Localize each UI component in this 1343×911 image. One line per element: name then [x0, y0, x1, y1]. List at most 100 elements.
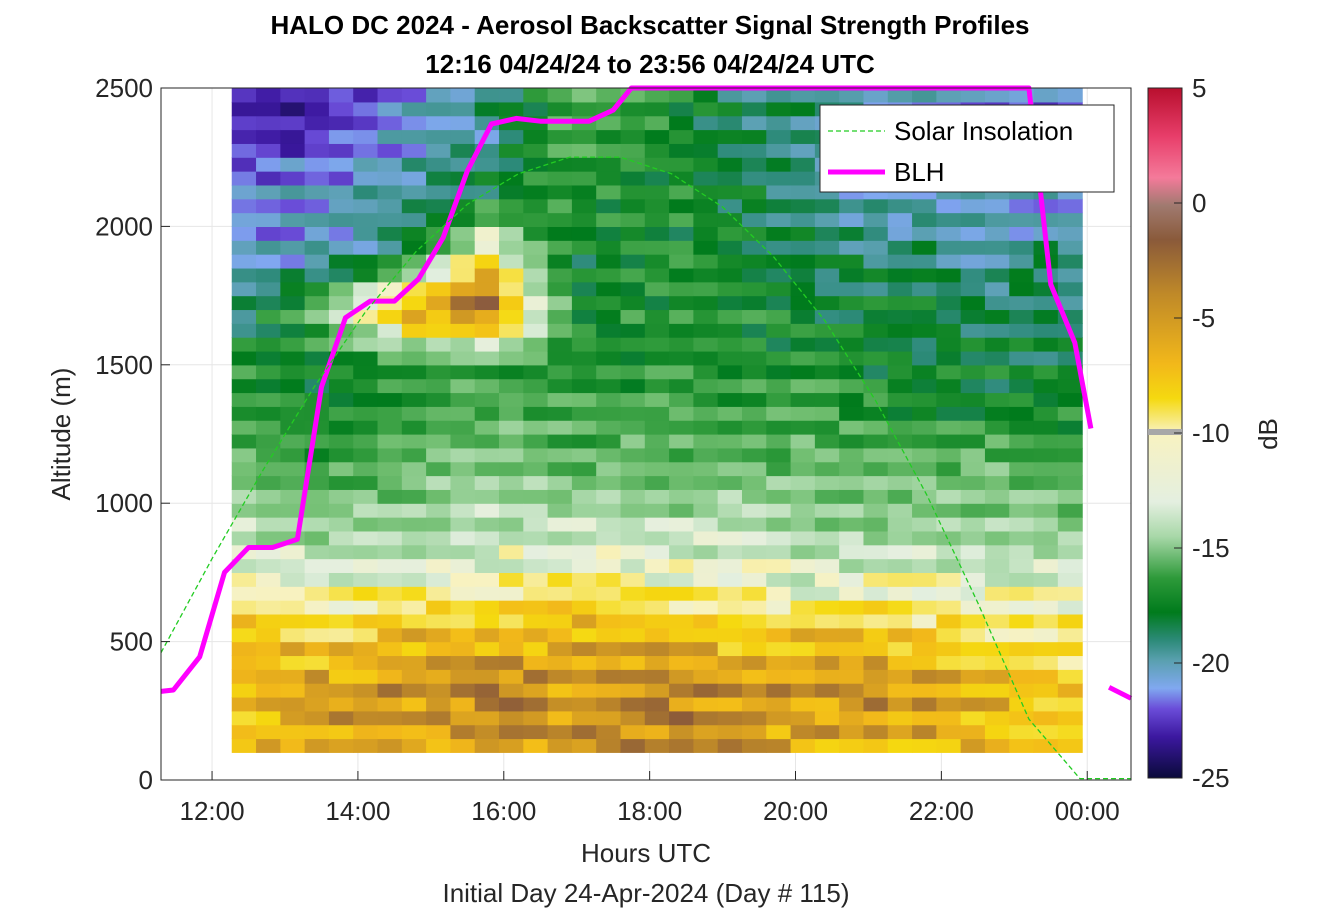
heatmap-cell [523, 171, 549, 186]
heatmap-cell [571, 323, 597, 338]
heatmap-cell [912, 544, 937, 560]
heatmap-cell [936, 669, 962, 684]
heatmap-cell [984, 434, 1010, 449]
heatmap-cell [474, 337, 500, 352]
heatmap-cell [474, 710, 500, 726]
heatmap-cell [766, 240, 792, 255]
heatmap-cell [717, 226, 743, 241]
heatmap-cell [1057, 212, 1083, 227]
heatmap-cell [596, 171, 622, 186]
heatmap-cell [984, 586, 1010, 601]
heatmap-cell [839, 669, 865, 684]
heatmap-cell [571, 641, 597, 657]
heatmap-cell [984, 544, 1010, 560]
heatmap-cell [596, 558, 622, 573]
heatmap-cell [280, 267, 306, 283]
heatmap-cell [814, 198, 840, 214]
heatmap-cell [984, 295, 1010, 311]
heatmap-cell [499, 738, 524, 753]
heatmap-cell [256, 281, 281, 297]
heatmap-cell [717, 613, 743, 629]
heatmap-cell [377, 198, 403, 214]
heatmap-cell [377, 710, 403, 726]
heatmap-cell [280, 613, 306, 629]
heatmap-cell [741, 337, 767, 352]
heatmap-cell [304, 669, 330, 684]
heatmap-cell [450, 364, 476, 380]
heatmap-cell [912, 350, 937, 366]
heatmap-cell [1009, 738, 1035, 753]
heatmap-cell [499, 434, 524, 449]
heatmap-cell [256, 267, 281, 283]
heatmap-cell [912, 240, 937, 255]
heatmap-cell [571, 337, 597, 352]
heatmap-cell [669, 350, 694, 366]
heatmap-cell [426, 503, 452, 518]
heatmap-cell [1057, 364, 1083, 380]
heatmap-cell [596, 226, 622, 241]
heatmap-cell [474, 309, 500, 324]
heatmap-cell [766, 309, 792, 324]
heatmap-cell [401, 157, 427, 172]
heatmap-cell [547, 655, 573, 670]
heatmap-cell [231, 530, 257, 546]
heatmap-cell [596, 655, 622, 670]
heatmap-cell [863, 88, 889, 103]
heatmap-cell [766, 669, 792, 684]
heatmap-cell [863, 517, 889, 532]
heatmap-cell [814, 281, 840, 297]
heatmap-cell [353, 226, 379, 241]
heatmap-cell [936, 212, 962, 227]
heatmap-cell [547, 710, 573, 726]
heatmap-cell [644, 669, 670, 684]
heatmap-cell [863, 613, 889, 629]
heatmap-cell [960, 600, 986, 615]
heatmap-cell [256, 475, 281, 490]
colorbar-tick-label: -5 [1192, 303, 1215, 333]
heatmap-cell [523, 669, 549, 684]
heatmap-cell [304, 88, 330, 103]
heatmap-cell [426, 572, 452, 587]
heatmap-cell [839, 503, 865, 518]
heatmap-cell [304, 157, 330, 172]
heatmap-cell [887, 254, 913, 269]
heatmap-cell [523, 281, 549, 297]
heatmap-cell [644, 641, 670, 657]
heatmap-cell [426, 212, 452, 227]
heatmap-cell [766, 295, 792, 311]
heatmap-cell [887, 572, 913, 587]
heatmap-cell [741, 378, 767, 394]
heatmap-cell [1057, 475, 1083, 490]
heatmap-cell [936, 392, 962, 407]
heatmap-cell [814, 323, 840, 338]
heatmap-cell [1057, 586, 1083, 601]
heatmap-cell [571, 184, 597, 200]
heatmap-cell [887, 267, 913, 283]
heatmap-cell [328, 683, 354, 698]
heatmap-cell [1057, 503, 1083, 518]
heatmap-cell [1057, 489, 1083, 504]
heatmap-cell [304, 475, 330, 490]
heatmap-cell [1057, 337, 1083, 352]
heatmap-cell [304, 738, 330, 753]
heatmap-cell [377, 461, 403, 477]
heatmap-cell [426, 350, 452, 366]
heatmap-cell [596, 586, 622, 601]
heatmap-cell [571, 254, 597, 269]
heatmap-cell [523, 641, 549, 657]
heatmap-cell [256, 406, 281, 421]
heatmap-cell [936, 696, 962, 712]
heatmap-cell [231, 101, 257, 117]
heatmap-cell [984, 738, 1010, 753]
heatmap-cell [523, 212, 549, 227]
heatmap-cell [401, 184, 427, 200]
heatmap-cell [353, 683, 379, 698]
colorbar-label: dB [1253, 418, 1283, 450]
heatmap-cell [450, 572, 476, 587]
heatmap-cell [353, 267, 379, 283]
heatmap-cell [1009, 240, 1035, 255]
heatmap-cell [620, 669, 646, 684]
heatmap-cell [693, 696, 719, 712]
heatmap-cell [644, 267, 670, 283]
heatmap-cell [960, 544, 986, 560]
